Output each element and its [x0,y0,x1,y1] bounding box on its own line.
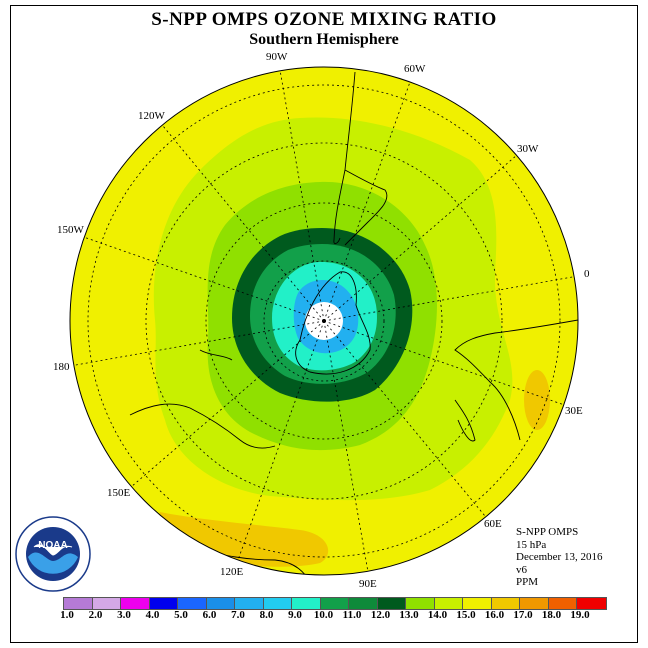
colorbar-label: 14.0 [427,609,448,621]
lon-label-150e: 150E [107,487,131,499]
lon-label-120e: 120E [220,566,244,578]
colorbar-label: 7.0 [231,609,245,621]
noaa-logo-text: NOAA [38,540,67,551]
colorbar-label: 8.0 [259,609,274,621]
main-title: S-NPP OMPS OZONE MIXING RATIO [151,9,497,30]
lon-label-30e: 30E [565,405,583,417]
colorbar-swatch [206,598,235,609]
colorbar-labels: 1.0 2.0 3.0 4.0 5.0 6.0 7.0 8.0 9.0 10.0 11.0 12.0 1… [0,609,648,623]
lon-label-90w: 90W [266,51,288,63]
colorbar-swatch [434,598,463,609]
colorbar-swatch [92,598,121,609]
colorbar-label: 6.0 [202,609,217,621]
info-block: S-NPP OMPS 15 hPa December 13, 2016 v6 P… [516,526,602,589]
colorbar-label: 2.0 [88,609,103,621]
colorbar-swatch [406,598,435,609]
colorbar-swatch [320,598,349,609]
colorbar-label: 10.0 [313,609,334,621]
lon-label-120w: 120W [138,110,165,122]
colorbar-label: 9.0 [288,609,302,621]
colorbar-swatch [520,598,549,609]
colorbar-label: 18.0 [541,609,562,621]
info-version: v6 [516,563,527,576]
subtitle: Southern Hemisphere [249,31,399,48]
colorbar-swatch [121,598,150,609]
graticule [70,69,578,573]
colorbar-swatch [577,598,606,609]
colorbar [63,597,607,610]
lon-label-30w: 30W [517,143,539,155]
lon-label-60e: 60E [484,518,502,530]
colorbar-label: 11.0 [342,609,362,621]
info-instrument: S-NPP OMPS [516,526,579,538]
lon-label-60w: 60W [404,63,426,75]
noaa-logo: NOAA [15,516,91,592]
colorbar-label: 5.0 [174,609,188,621]
colorbar-swatch [377,598,406,609]
colorbar-label: 4.0 [145,609,160,621]
colorbar-swatch [349,598,378,609]
colorbar-label: 17.0 [513,609,533,621]
colorbar-swatch [548,598,577,609]
colorbar-swatch [149,598,178,609]
colorbar-swatch [178,598,207,609]
colorbar-swatch [64,598,93,609]
info-units: PPM [516,576,539,588]
colorbar-label: 16.0 [484,609,505,621]
info-level: 15 hPa [516,538,547,551]
colorbar-swatch [463,598,492,609]
colorbar-swatch [263,598,292,609]
colorbar-swatch [491,598,520,609]
colorbar-label: 12.0 [370,609,391,621]
colorbar-label: 3.0 [117,609,131,621]
lon-label-150w: 150W [57,224,84,236]
info-date: December 13, 2016 [516,551,603,563]
lon-label-90e: 90E [359,578,377,590]
lon-label-180: 180 [53,361,70,373]
colorbar-label: 15.0 [456,609,476,621]
colorbar-label: 13.0 [399,609,419,621]
colorbar-swatch [235,598,264,609]
colorbar-swatch [292,598,321,609]
lon-label-0: 0 [584,268,590,280]
colorbar-label: 1.0 [60,609,74,621]
field-orange-east [524,370,550,430]
colorbar-label: 19.0 [570,609,590,621]
